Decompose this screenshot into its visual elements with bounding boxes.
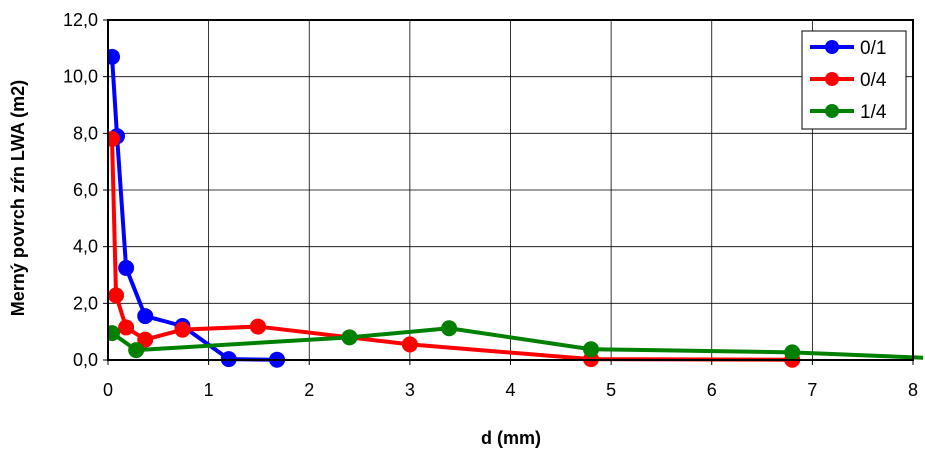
series-line — [110, 56, 278, 362]
x-tick-label: 4 — [505, 380, 515, 400]
series-0-4 — [108, 131, 801, 368]
data-point — [784, 344, 801, 361]
grid — [107, 19, 914, 361]
data-point — [583, 341, 599, 358]
y-tick-label: 10,0 — [63, 67, 98, 87]
x-tick-label: 1 — [204, 380, 214, 400]
x-tick-label: 3 — [405, 380, 415, 400]
x-tick-label: 7 — [807, 380, 817, 400]
data-point — [108, 48, 121, 65]
legend-label: 0/1 — [860, 38, 886, 59]
y-axis-label: Merný povrch zŕn LWA (m2) — [8, 80, 28, 316]
legend-swatch-marker — [825, 40, 839, 54]
y-tick-label: 12,0 — [63, 10, 98, 30]
y-tick-label: 6,0 — [73, 180, 98, 200]
data-point — [118, 319, 135, 336]
data-point — [174, 321, 191, 338]
y-tick-label: 8,0 — [73, 123, 98, 143]
data-point — [341, 329, 358, 346]
data-point — [441, 320, 458, 337]
data-point — [128, 342, 145, 359]
tick-labels: 0 1 2 3 4 5 6 7 8 0,0 2,0 4,0 6,0 8,0 10,0 12,0 — [63, 10, 918, 400]
legend-label: 0/4 — [860, 70, 887, 91]
x-tick-label: 8 — [908, 380, 918, 400]
y-tick-label: 2,0 — [73, 293, 98, 313]
legend-item: 0/1 — [810, 38, 886, 59]
series-1-4 — [108, 320, 924, 361]
data-point — [108, 131, 121, 147]
data-point — [249, 318, 266, 335]
data-point — [108, 287, 125, 304]
x-tick-label: 6 — [707, 380, 717, 400]
legend-swatch-marker — [825, 104, 839, 118]
legend-label: 1/4 — [860, 102, 887, 123]
x-tick-label: 5 — [606, 380, 616, 400]
y-tick-label: 0,0 — [73, 350, 98, 370]
legend: 0/1 0/4 1/4 — [801, 30, 907, 130]
data-point — [118, 259, 135, 276]
legend-swatch-marker — [825, 72, 839, 86]
y-tick-label: 4,0 — [73, 237, 98, 257]
data-point — [137, 331, 154, 348]
data-point — [137, 308, 154, 325]
series-layer — [108, 48, 924, 368]
data-point — [108, 325, 121, 342]
x-tick-label: 2 — [304, 380, 314, 400]
legend-item: 1/4 — [810, 102, 887, 123]
x-tick-label: 0 — [103, 380, 113, 400]
x-axis-label: d (mm) — [481, 428, 541, 448]
data-point — [401, 336, 418, 353]
legend-item: 0/4 — [810, 70, 887, 91]
